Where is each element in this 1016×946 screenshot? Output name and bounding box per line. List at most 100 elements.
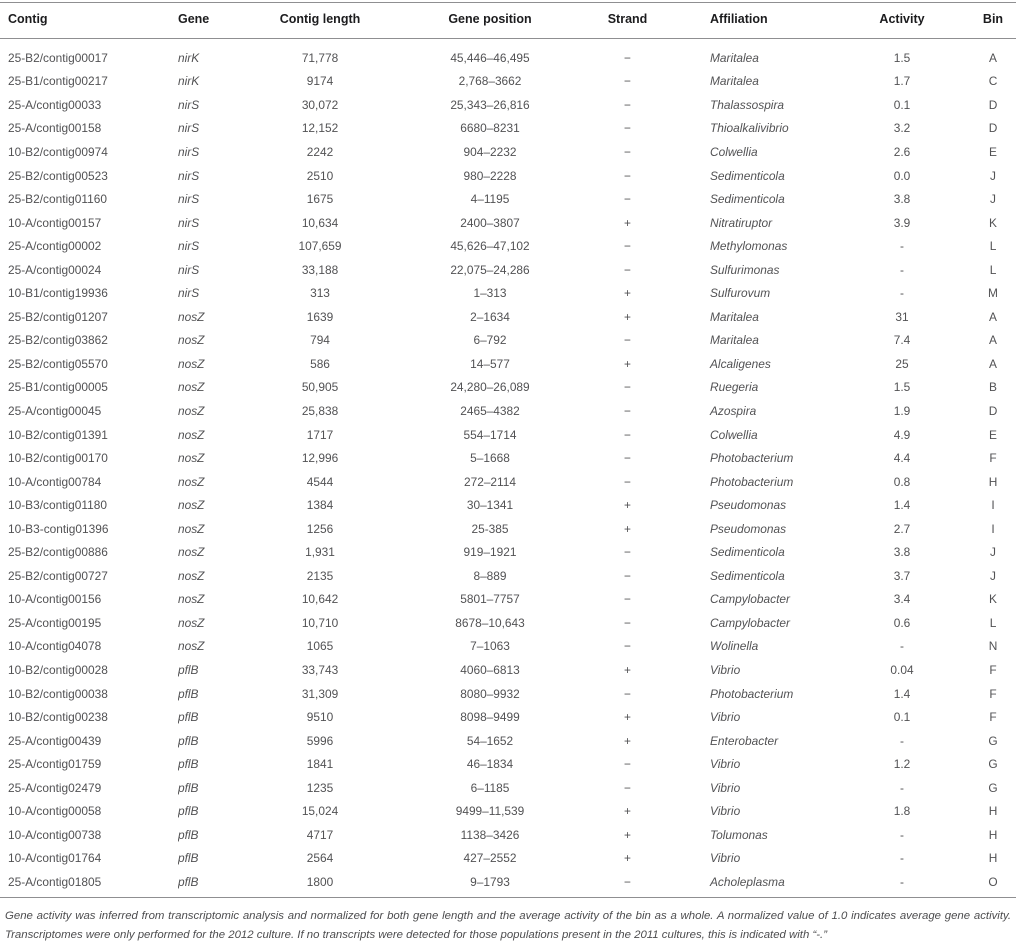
cell-gene-position: 6–792 bbox=[473, 333, 507, 348]
cell-affiliation: Ruegeria bbox=[710, 380, 759, 395]
cell-gene-position: 1138–3426 bbox=[460, 827, 520, 842]
cell-gene: pflB bbox=[178, 733, 199, 748]
cell-contig-length: 10,710 bbox=[301, 615, 339, 630]
cell-contig: 10-B2/contig00028 bbox=[8, 662, 108, 677]
cell-strand: + bbox=[624, 309, 631, 324]
table-row: 25-A/contig00158 nirS 12,152 6680–8231 − Thio… bbox=[0, 117, 1016, 141]
cell-contig-length: 10,634 bbox=[301, 215, 339, 230]
cell-gene-position: 8678–10,643 bbox=[455, 615, 525, 630]
cell-strand: + bbox=[624, 827, 631, 842]
cell-strand: − bbox=[624, 239, 631, 254]
cell-contig-length: 33,188 bbox=[301, 262, 339, 277]
cell-gene-position: 904–2232 bbox=[463, 144, 517, 159]
cell-contig-length: 1256 bbox=[306, 521, 334, 536]
cell-activity: - bbox=[900, 851, 904, 866]
table-row: 25-A/contig00439 pflB 5996 54–1652 + Enteroba… bbox=[0, 729, 1016, 753]
cell-gene: nosZ bbox=[178, 356, 205, 371]
cell-contig-length: 1717 bbox=[306, 427, 334, 442]
cell-contig-length: 1065 bbox=[306, 639, 334, 654]
cell-strand: − bbox=[624, 168, 631, 183]
cell-contig: 25-B2/contig01207 bbox=[8, 309, 108, 324]
cell-contig-length: 2242 bbox=[306, 144, 334, 159]
cell-contig: 25-A/contig00024 bbox=[8, 262, 102, 277]
cell-affiliation: Enterobacter bbox=[710, 733, 779, 748]
cell-affiliation: Vibrio bbox=[710, 710, 741, 725]
table-header: Contig Gene Contig length Gene position … bbox=[0, 2, 1016, 39]
cell-contig: 10-B3/contig01180 bbox=[8, 498, 107, 513]
cell-activity: 0.1 bbox=[893, 710, 911, 725]
cell-contig: 10-A/contig00058 bbox=[8, 804, 102, 819]
cell-gene-position: 25-385 bbox=[471, 521, 509, 536]
cell-affiliation: Colwellia bbox=[710, 144, 758, 159]
cell-gene: nirS bbox=[178, 215, 200, 230]
table-row: 25-B2/contig00017 nirK 71,778 45,446–46,495… bbox=[0, 39, 1016, 70]
cell-strand: + bbox=[624, 733, 631, 748]
table-row: 10-B2/contig00038 pflB 31,309 8080–9932 − Pho… bbox=[0, 682, 1016, 706]
cell-strand: + bbox=[624, 662, 631, 677]
cell-strand: − bbox=[624, 192, 631, 207]
cell-strand: + bbox=[624, 498, 631, 513]
cell-gene: nirS bbox=[178, 144, 200, 159]
cell-affiliation: Sulfurovum bbox=[710, 286, 771, 301]
cell-contig: 25-B2/contig03862 bbox=[8, 333, 108, 348]
cell-affiliation: Thalassospira bbox=[710, 97, 785, 112]
cell-bin: E bbox=[989, 427, 997, 442]
cell-contig-length: 1,931 bbox=[305, 545, 335, 560]
table-row: 25-B2/contig00523 nirS 2510 980–2228 − Sedime… bbox=[0, 164, 1016, 188]
table-row: 10-A/contig01764 pflB 2564 427–2552 + Vibrio -… bbox=[0, 847, 1016, 871]
cell-contig: 25-A/contig01759 bbox=[8, 757, 102, 772]
cell-bin: I bbox=[991, 521, 995, 536]
cell-bin: G bbox=[988, 780, 998, 795]
cell-bin: D bbox=[988, 403, 998, 418]
header-row: Contig Gene Contig length Gene position … bbox=[0, 2, 1016, 39]
cell-gene-position: 272–2114 bbox=[463, 474, 517, 489]
cell-gene-position: 54–1652 bbox=[466, 733, 514, 748]
cell-contig: 25-B2/contig05570 bbox=[8, 356, 108, 371]
cell-contig-length: 33,743 bbox=[301, 662, 339, 677]
cell-gene-position: 9–1793 bbox=[470, 874, 510, 889]
cell-gene-position: 2465–4382 bbox=[460, 403, 520, 418]
cell-gene: nosZ bbox=[178, 639, 205, 654]
cell-gene-position: 7–1063 bbox=[470, 639, 510, 654]
cell-gene-position: 4060–6813 bbox=[460, 662, 520, 677]
cell-bin: J bbox=[990, 168, 996, 183]
table-row: 25-B1/contig00005 nosZ 50,905 24,280–26,089… bbox=[0, 376, 1016, 400]
cell-activity: 3.8 bbox=[893, 192, 911, 207]
cell-contig: 25-B1/contig00005 bbox=[8, 380, 108, 395]
cell-bin: A bbox=[989, 50, 997, 65]
table-row: 25-B1/contig00217 nirK 9174 2,768–3662 − Mari… bbox=[0, 70, 1016, 94]
cell-strand: + bbox=[624, 710, 631, 725]
cell-gene-position: 8–889 bbox=[473, 568, 507, 583]
table-footnote: Gene activity was inferred from transcri… bbox=[5, 909, 1011, 942]
cell-activity: 25 bbox=[895, 356, 909, 371]
cell-affiliation: Wolinella bbox=[710, 639, 759, 654]
cell-activity: 1.4 bbox=[893, 686, 911, 701]
cell-contig-length: 2135 bbox=[306, 568, 334, 583]
cell-activity: 2.7 bbox=[893, 521, 911, 536]
cell-contig: 25-A/contig00002 bbox=[8, 239, 102, 254]
cell-bin: L bbox=[989, 239, 997, 254]
cell-contig-length: 4544 bbox=[306, 474, 334, 489]
cell-strand: + bbox=[624, 804, 631, 819]
cell-gene: pflB bbox=[178, 710, 199, 725]
cell-strand: − bbox=[624, 121, 631, 136]
column-header-contig-length: Contig length bbox=[260, 2, 380, 39]
table-row: 25-B2/contig00727 nosZ 2135 8–889 − Sedimenti… bbox=[0, 564, 1016, 588]
cell-bin: K bbox=[989, 215, 997, 230]
cell-bin: L bbox=[989, 262, 997, 277]
table-row: 10-B2/contig01391 nosZ 1717 554–1714 − Colwel… bbox=[0, 423, 1016, 447]
cell-contig: 25-B2/contig00727 bbox=[8, 568, 108, 583]
cell-affiliation: Thioalkalivibrio bbox=[710, 121, 789, 136]
cell-contig: 10-A/contig00157 bbox=[8, 215, 102, 230]
cell-bin: E bbox=[989, 144, 997, 159]
cell-contig-length: 1384 bbox=[306, 498, 334, 513]
cell-affiliation: Pseudomonas bbox=[710, 521, 787, 536]
cell-gene: pflB bbox=[178, 686, 199, 701]
cell-strand: − bbox=[624, 474, 631, 489]
cell-gene: nosZ bbox=[178, 521, 205, 536]
cell-bin: F bbox=[989, 686, 997, 701]
cell-strand: − bbox=[624, 403, 631, 418]
table-row: 10-B2/contig00028 pflB 33,743 4060–6813 + Vib… bbox=[0, 658, 1016, 682]
cell-gene: nirS bbox=[178, 262, 200, 277]
